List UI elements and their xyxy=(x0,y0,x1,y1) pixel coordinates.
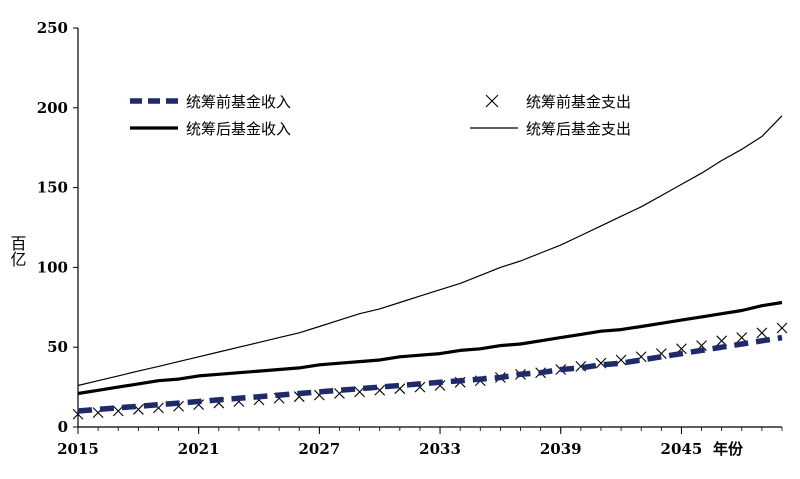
x-tick-label: 2033 xyxy=(419,440,461,458)
data-point xyxy=(756,327,768,339)
legend-item: 统筹前基金收入 xyxy=(130,93,291,111)
legend-label: 统筹后基金收入 xyxy=(186,120,291,138)
y-tick-label: 250 xyxy=(37,19,68,37)
y-tick-label: 100 xyxy=(37,258,68,276)
legend-label: 统筹前基金支出 xyxy=(526,93,631,111)
legend-item: 统筹前基金支出 xyxy=(485,93,631,111)
legend-label: 统筹前基金收入 xyxy=(186,93,291,111)
data-point xyxy=(354,386,365,398)
legend-item: 统筹后基金支出 xyxy=(470,120,631,138)
y-tick-label: 50 xyxy=(47,338,68,356)
y-tick-label: 200 xyxy=(37,99,68,117)
legend-item: 统筹后基金收入 xyxy=(130,120,291,138)
data-point xyxy=(112,405,124,417)
x-tick-label: 2045 xyxy=(661,440,703,458)
series-统筹后基金收入 xyxy=(77,300,783,396)
x-tick-label: 2021 xyxy=(178,440,220,458)
x-tick-label: 2039 xyxy=(540,440,582,458)
y-axis-label: 百亿 xyxy=(8,235,27,267)
x-tick-label: 2027 xyxy=(298,440,340,458)
data-point xyxy=(615,354,627,366)
y-tick-label: 150 xyxy=(37,179,68,197)
series-line xyxy=(77,300,783,396)
x-axis-label: 年份 xyxy=(713,440,744,458)
legend-swatch xyxy=(485,94,499,108)
legend-label: 统筹后基金支出 xyxy=(526,120,631,138)
x-tick-label: 2015 xyxy=(57,440,99,458)
axes: 0 50 100 150 200 250 2015 2021 2027 2033 2039 2045 xyxy=(37,19,783,458)
data-point xyxy=(776,322,788,334)
series-统筹前基金收入 xyxy=(77,334,783,414)
series-layer xyxy=(72,115,788,420)
series-统筹前基金支出 xyxy=(72,322,788,420)
series-line xyxy=(77,115,783,387)
series-统筹后基金支出 xyxy=(77,115,783,387)
series-line xyxy=(77,334,783,414)
y-tick-label: 0 xyxy=(58,418,68,436)
